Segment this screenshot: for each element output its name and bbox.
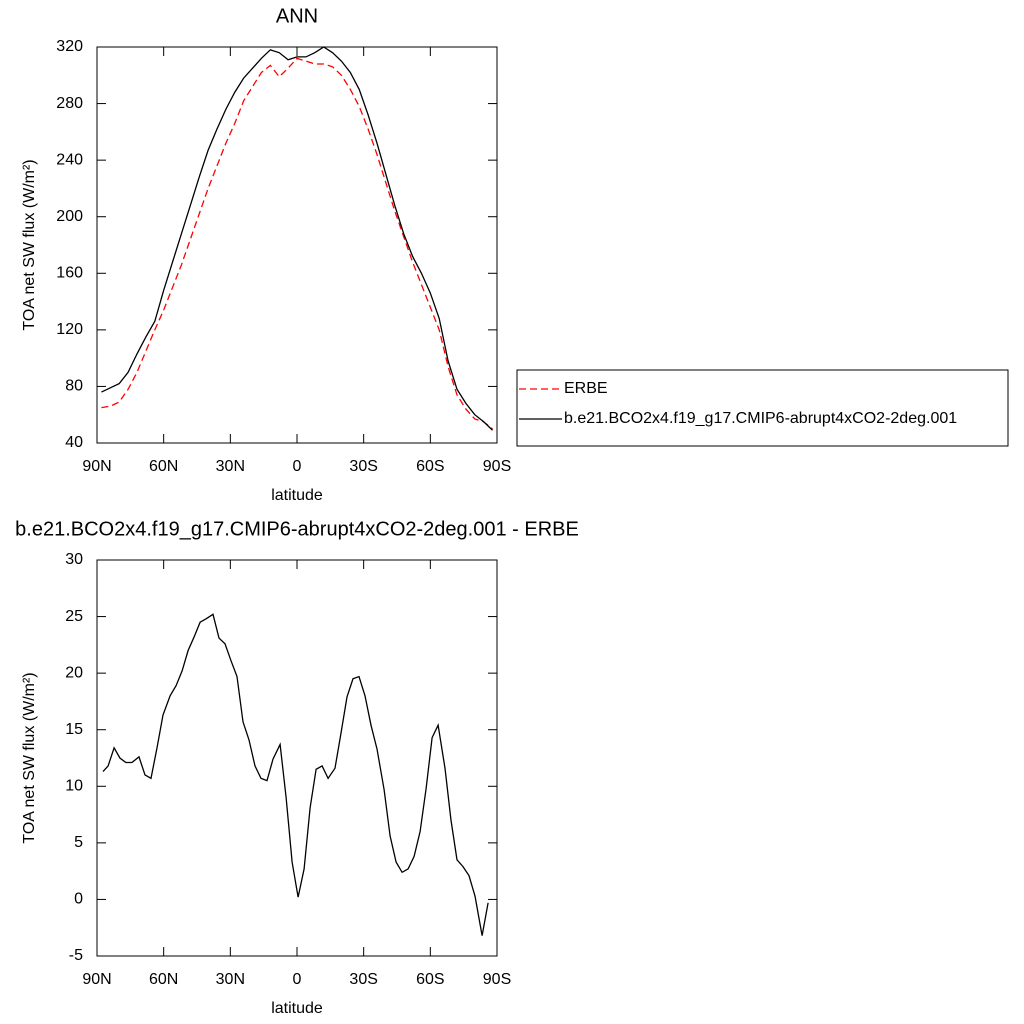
x-tick-label: 0 bbox=[293, 458, 302, 475]
y-tick-label: 160 bbox=[56, 265, 83, 282]
plot-frame bbox=[96, 559, 498, 957]
y-tick-label: 15 bbox=[65, 721, 83, 738]
y-tick-label: 240 bbox=[56, 151, 83, 168]
y-tick-label: 200 bbox=[56, 208, 83, 225]
x-axis-label: latitude bbox=[271, 1000, 323, 1017]
data-line bbox=[101, 46, 494, 431]
y-tick-label: 80 bbox=[65, 378, 83, 395]
y-tick-label: 120 bbox=[56, 321, 83, 338]
x-tick-label: 30N bbox=[216, 971, 245, 988]
x-tick-label: 90N bbox=[82, 458, 111, 475]
y-tick-label: 40 bbox=[65, 434, 83, 451]
chart-title: b.e21.BCO2x4.f19_g17.CMIP6-abrupt4xCO2-2… bbox=[15, 518, 579, 540]
legend-label: b.e21.BCO2x4.f19_g17.CMIP6-abrupt4xCO2-2… bbox=[564, 410, 957, 427]
y-tick-label: 30 bbox=[65, 551, 83, 568]
y-tick-label: 10 bbox=[65, 778, 83, 795]
y-tick-label: 5 bbox=[74, 834, 83, 851]
plot-frame bbox=[96, 46, 498, 444]
y-tick-label: 25 bbox=[65, 608, 83, 625]
x-tick-label: 60N bbox=[149, 458, 178, 475]
x-tick-label: 60S bbox=[416, 971, 444, 988]
x-tick-label: 90S bbox=[483, 458, 511, 475]
data-line bbox=[102, 613, 489, 936]
legend-label: ERBE bbox=[564, 380, 608, 397]
x-tick-label: 30S bbox=[349, 458, 377, 475]
x-axis-label: latitude bbox=[271, 487, 323, 504]
x-tick-label: 90N bbox=[82, 971, 111, 988]
data-line bbox=[101, 57, 493, 430]
y-tick-label: 20 bbox=[65, 664, 83, 681]
x-tick-label: 30S bbox=[349, 971, 377, 988]
y-axis-label: TOA net SW flux (W/m²) bbox=[21, 159, 38, 330]
chart-title: ANN bbox=[276, 5, 318, 27]
x-tick-label: 90S bbox=[483, 971, 511, 988]
x-tick-label: 60N bbox=[149, 971, 178, 988]
legend-box bbox=[516, 369, 1009, 447]
x-tick-label: 30N bbox=[216, 458, 245, 475]
y-tick-label: 0 bbox=[74, 891, 83, 908]
y-axis-label: TOA net SW flux (W/m²) bbox=[21, 672, 38, 843]
y-tick-label: 320 bbox=[56, 38, 83, 55]
x-tick-label: 0 bbox=[293, 971, 302, 988]
x-tick-label: 60S bbox=[416, 458, 444, 475]
y-tick-label: -5 bbox=[69, 947, 83, 964]
y-tick-label: 280 bbox=[56, 95, 83, 112]
